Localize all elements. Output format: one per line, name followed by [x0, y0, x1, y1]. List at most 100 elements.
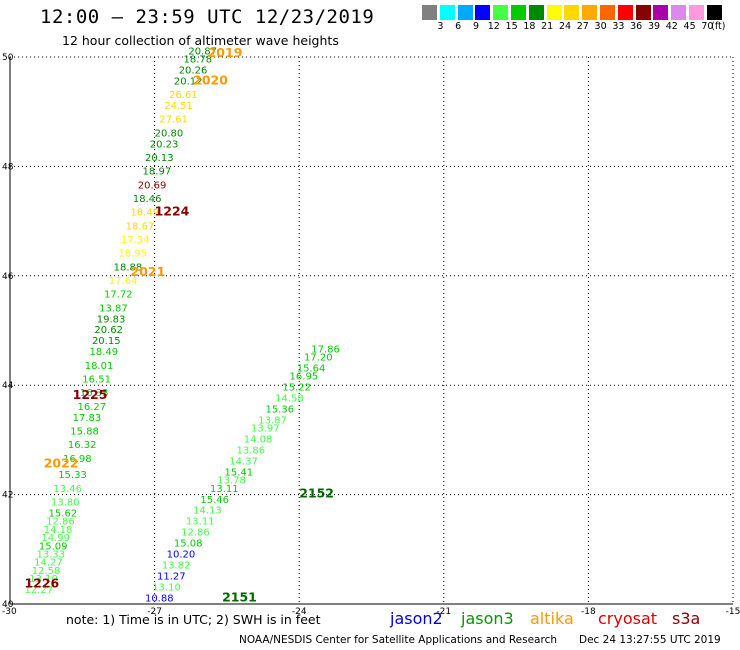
- legend-label: 18: [523, 21, 536, 32]
- time-label: 2022: [44, 455, 79, 470]
- swh-value-label: 15.33: [58, 470, 87, 481]
- swh-value-label: 18.88: [114, 262, 143, 273]
- swh-value-label: 12.58: [32, 566, 61, 577]
- x-tick-label: -18: [581, 607, 596, 617]
- legend-swatch: [617, 5, 633, 20]
- swh-value-label: 20.80: [155, 128, 184, 139]
- legend-swatch: [422, 5, 437, 20]
- swh-value-label: 12.27: [24, 585, 53, 596]
- legend-label: 6: [455, 21, 462, 32]
- swh-value-label: 20.87: [188, 46, 217, 57]
- legend-label: 24: [558, 21, 572, 32]
- swh-value-label: 15.64: [297, 364, 326, 375]
- legend-label: 27: [576, 21, 589, 32]
- swh-value-label: 18.01: [85, 361, 114, 372]
- swh-value-label: 18.46: [133, 194, 162, 205]
- swh-value-label: 13.86: [237, 446, 266, 457]
- swh-value-label: 18.97: [143, 167, 172, 178]
- swh-value-label: 13.87: [258, 415, 287, 426]
- swh-value-label: 15.08: [174, 539, 203, 550]
- legend-label: 12: [487, 21, 500, 32]
- swh-value-label: 15.36: [265, 405, 294, 416]
- swh-value-label: 13.11: [210, 484, 239, 495]
- legend-label: 3: [437, 21, 444, 32]
- legend-label: 33: [612, 21, 625, 32]
- swh-value-label: 13.80: [51, 498, 80, 509]
- legend-swatch: [706, 5, 722, 20]
- swh-value-label: 18.95: [118, 249, 147, 260]
- swh-value-label: 14.58: [275, 394, 304, 405]
- swh-value-label: 26.61: [169, 90, 198, 101]
- swh-value-label: 18.78: [184, 54, 213, 65]
- swh-value-label: 17.86: [311, 344, 340, 355]
- swh-value-label: 13.11: [186, 517, 215, 528]
- swh-value-label: 11.27: [157, 571, 186, 582]
- credit-text: NOAA/NESDIS Center for Satellite Applica…: [239, 634, 557, 646]
- legend-swatch: [653, 5, 669, 20]
- swh-value-label: 20.12: [174, 76, 203, 87]
- time-label: 1226: [24, 576, 59, 591]
- x-tick-label: -30: [2, 607, 17, 617]
- mission-label-s3a: s3a: [672, 609, 701, 628]
- swh-value-label: 13.10: [152, 582, 181, 593]
- legend-swatch: [671, 5, 687, 20]
- mission-label-jason3: jason3: [461, 609, 514, 628]
- swh-value-label: 13.10: [29, 574, 58, 585]
- swh-value-label: 15.88: [70, 426, 99, 437]
- y-tick-label: 46: [2, 272, 14, 282]
- swh-value-label: 16.95: [290, 372, 319, 383]
- x-tick-label: -21: [436, 607, 451, 617]
- time-label: 2152: [299, 485, 334, 500]
- swh-value-label: 18.49: [90, 347, 119, 358]
- swh-value-label: 20.23: [150, 139, 179, 150]
- swh-value-label: 17.64: [109, 276, 138, 287]
- legend-label: 70: [701, 21, 714, 32]
- swh-value-label: 15.09: [39, 541, 68, 552]
- swh-value-label: 14.13: [193, 506, 222, 517]
- legend-label: 30: [594, 21, 607, 32]
- time-label: 2020: [193, 72, 228, 87]
- swh-value-label: 17.34: [121, 235, 150, 246]
- chart-title: 12:00 – 23:59 UTC 12/23/2019: [40, 6, 375, 28]
- legend-label: 39: [647, 21, 661, 32]
- legend-label: 15: [505, 21, 518, 32]
- swh-value-label: 15.46: [200, 495, 229, 506]
- legend-swatch: [475, 5, 491, 20]
- swh-value-label: 14.27: [34, 558, 63, 569]
- legend-swatch: [564, 5, 580, 20]
- time-label: 2019: [208, 45, 243, 60]
- swh-value-label: 13.33: [37, 550, 66, 561]
- y-tick-label: 44: [2, 381, 14, 391]
- time-label: 2151: [222, 589, 257, 604]
- swh-value-label: 16.27: [77, 402, 106, 413]
- swh-value-label: 13.78: [217, 476, 246, 487]
- chart-subtitle: 12 hour collection of altimeter wave hei…: [62, 33, 339, 48]
- swh-value-label: 18.67: [126, 221, 155, 232]
- time-label: 1225: [73, 387, 108, 402]
- swh-value-label: 16.33: [80, 388, 109, 399]
- swh-value-label: 15.62: [49, 508, 78, 519]
- y-tick-label: 48: [2, 162, 14, 172]
- swh-value-label: 10.20: [167, 550, 196, 561]
- swh-value-label: 13.87: [99, 303, 128, 314]
- y-tick-label: 50: [2, 53, 14, 63]
- swh-value-label: 16.51: [82, 374, 111, 385]
- swh-value-label: 17.20: [304, 353, 333, 364]
- swh-value-label: 20.26: [179, 65, 208, 76]
- swh-value-label: 15.41: [224, 467, 253, 478]
- legend-swatch: [439, 5, 455, 20]
- mission-label-jason2: jason2: [390, 609, 443, 628]
- swh-value-label: 14.18: [44, 525, 73, 536]
- swh-value-label: 13.46: [53, 484, 82, 495]
- legend-swatch: [528, 5, 544, 20]
- swh-value-label: 12.86: [46, 517, 75, 528]
- swh-value-label: 12.86: [181, 528, 210, 539]
- swh-value-label: 10.88: [145, 593, 174, 604]
- legend-swatch: [457, 5, 473, 20]
- footer-note: note: 1) Time is in UTC; 2) SWH is in fe…: [66, 612, 321, 627]
- legend-label: 42: [665, 21, 678, 32]
- mission-label-altika: altika: [530, 609, 574, 628]
- timestamp: Dec 24 13:27:55 UTC 2019: [579, 634, 721, 646]
- legend-swatch: [689, 5, 704, 20]
